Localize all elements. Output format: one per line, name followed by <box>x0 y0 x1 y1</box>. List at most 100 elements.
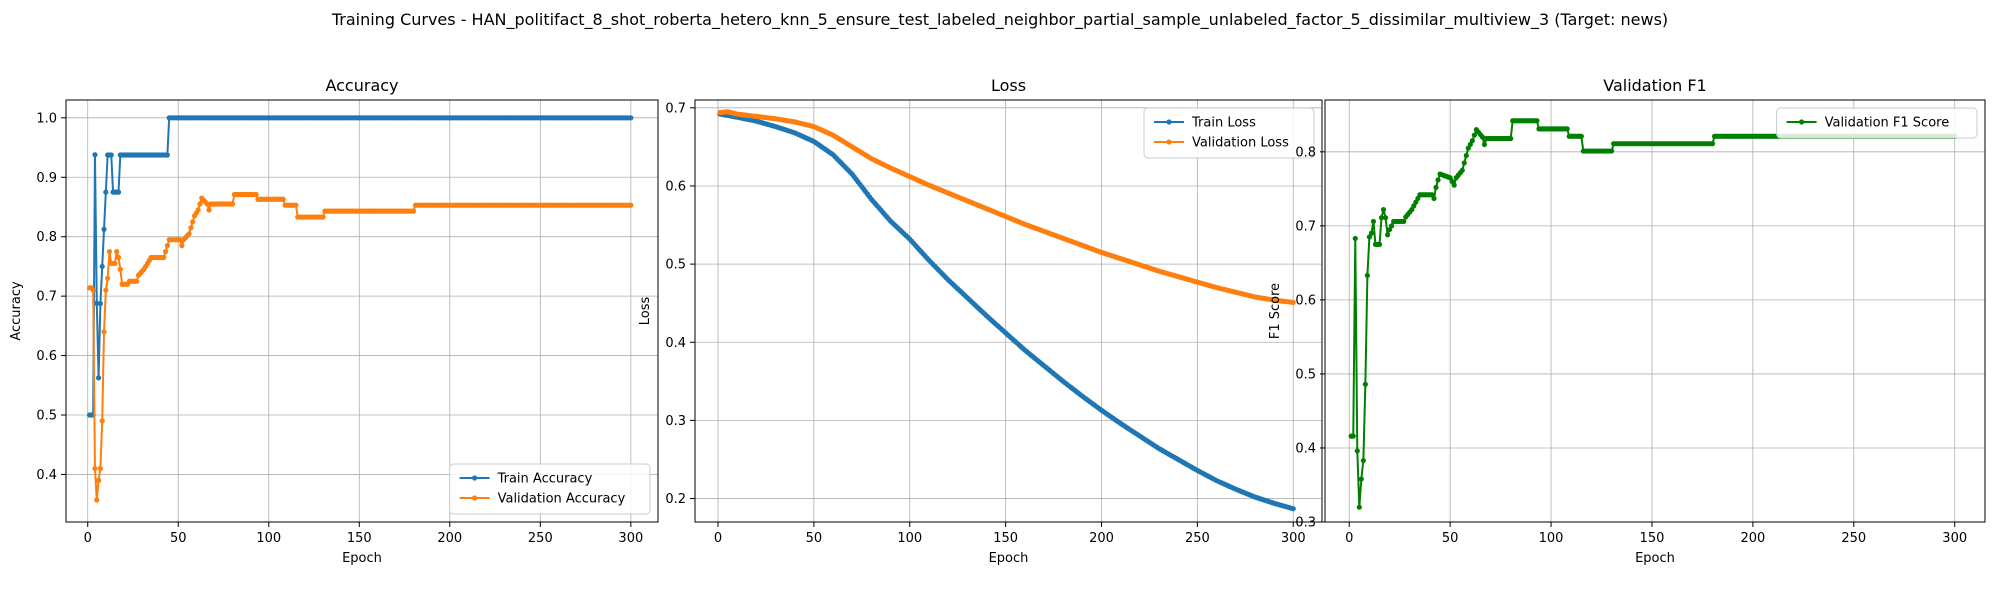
y-tick-label: 0.5 <box>1295 367 1316 382</box>
y-tick-label: 0.2 <box>665 492 686 507</box>
data-point <box>162 248 169 255</box>
y-tick-label: 0.9 <box>36 171 57 186</box>
series-train-accuracy <box>86 115 634 418</box>
legend-label: Validation F1 Score <box>1825 116 1950 131</box>
data-point <box>1534 118 1540 124</box>
legend: Train Accuracy Validation Accuracy <box>449 463 651 515</box>
series-train-loss <box>717 111 1296 512</box>
data-point <box>1364 272 1370 279</box>
y-tick-label: 0.6 <box>665 179 686 194</box>
y-tick-label: 0.8 <box>1295 145 1316 160</box>
data-point <box>1469 138 1475 144</box>
y-tick-label: 0.7 <box>665 101 686 116</box>
data-point <box>1463 152 1469 159</box>
data-point <box>1362 381 1368 387</box>
data-point <box>94 497 100 503</box>
data-point <box>229 201 236 207</box>
data-point <box>103 287 109 293</box>
data-point <box>117 266 123 272</box>
data-point <box>1451 182 1457 188</box>
data-point <box>1370 218 1377 225</box>
legend-box <box>1776 107 1978 139</box>
data-point <box>628 115 634 121</box>
data-point <box>1609 148 1615 154</box>
data-point <box>1709 141 1716 147</box>
data-point <box>106 248 113 255</box>
figure-title: Training Curves - HAN_politifact_8_shot_… <box>331 10 1669 29</box>
legend-label: Validation Loss <box>1192 136 1289 151</box>
axes-frame <box>1324 99 1986 523</box>
data-point <box>115 189 122 195</box>
plot-area <box>1325 100 1985 522</box>
legend-swatch-marker <box>1799 119 1805 125</box>
data-point <box>1389 223 1395 229</box>
data-point <box>1508 135 1514 142</box>
x-tick-label: 250 <box>1185 531 1210 546</box>
data-point <box>411 208 417 214</box>
f1-subplot: 0 50 100 150 200 250 3000.30.40.50.60.70.8Vali… <box>1268 76 1986 566</box>
data-point <box>1384 232 1391 238</box>
y-tick-label: 0.4 <box>1295 441 1316 456</box>
data-point <box>1378 215 1385 221</box>
data-point <box>99 263 105 270</box>
x-tick-label: 250 <box>1841 531 1866 546</box>
data-point <box>320 214 326 220</box>
data-point <box>1376 241 1383 247</box>
subplot-title: Validation F1 <box>1603 76 1706 95</box>
data-point <box>1356 504 1362 510</box>
data-point <box>1461 160 1467 166</box>
x-tick-label: 150 <box>993 531 1018 546</box>
data-point <box>101 226 107 232</box>
legend-label: Train Accuracy <box>497 472 593 487</box>
legend-swatch-marker <box>472 495 478 501</box>
legend-label: Train Loss <box>1191 116 1256 131</box>
data-point <box>1352 235 1358 242</box>
x-tick-label: 0 <box>84 531 92 546</box>
data-point <box>95 375 102 381</box>
data-point <box>1382 215 1389 221</box>
data-point <box>97 300 103 307</box>
data-point <box>1479 134 1486 140</box>
data-point <box>1290 299 1296 305</box>
data-point <box>1481 141 1488 148</box>
x-tick-label: 150 <box>1640 531 1665 546</box>
data-point <box>1368 230 1375 236</box>
data-point <box>628 202 634 208</box>
x-tick-label: 50 <box>1442 531 1459 546</box>
data-point <box>190 219 196 225</box>
data-point <box>1459 167 1465 173</box>
y-tick-label: 0.4 <box>36 468 57 483</box>
x-tick-label: 200 <box>1740 531 1765 546</box>
data-point <box>134 278 140 284</box>
y-axis-label: F1 Score <box>1268 283 1283 339</box>
plot-area <box>66 100 658 522</box>
y-tick-label: 0.7 <box>1295 219 1316 234</box>
data-point <box>97 465 103 472</box>
data-point <box>161 254 167 261</box>
axes-frame <box>65 99 659 523</box>
data-point <box>92 465 98 472</box>
data-point <box>1380 206 1387 213</box>
data-point <box>197 201 203 207</box>
x-axis-label: Epoch <box>342 551 382 566</box>
x-tick-label: 300 <box>1281 531 1306 546</box>
subplot-title: Accuracy <box>325 76 398 95</box>
legend-label: Validation Accuracy <box>498 492 626 507</box>
y-tick-label: 0.8 <box>36 230 57 245</box>
data-point <box>112 260 118 267</box>
x-tick-label: 0 <box>714 531 722 546</box>
y-tick-label: 0.3 <box>1295 516 1316 531</box>
x-tick-label: 300 <box>618 531 643 546</box>
data-point <box>115 254 122 261</box>
data-point <box>1358 476 1364 482</box>
y-tick-label: 1.0 <box>36 111 57 126</box>
plot-area <box>695 100 1322 522</box>
data-point <box>90 287 96 293</box>
series-validation-loss <box>717 109 1296 305</box>
data-point <box>105 275 111 281</box>
legend-swatch-marker <box>1166 119 1172 125</box>
x-axis-label: Epoch <box>1635 551 1675 566</box>
x-tick-label: 300 <box>1942 531 1967 546</box>
data-point <box>1578 133 1584 139</box>
data-point <box>1350 433 1356 439</box>
